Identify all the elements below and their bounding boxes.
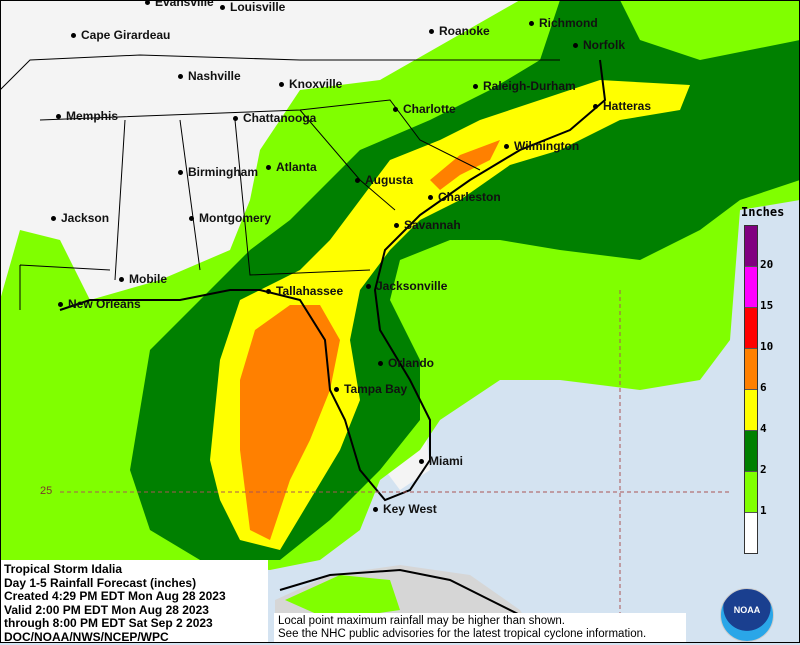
city-savannah: Savannah	[394, 219, 461, 231]
legend-tick-label: 20	[760, 258, 774, 271]
rain-1in-cuba	[285, 575, 400, 620]
city-charlotte: Charlotte	[393, 103, 456, 115]
disclaimer-note: Local point maximum rainfall may be high…	[274, 613, 686, 643]
city-orlando: Orlando	[378, 357, 434, 369]
city-birmingham: Birmingham	[178, 166, 258, 178]
created-time: Created 4:29 PM EDT Mon Aug 28 2023	[4, 589, 226, 604]
note-line-1: Local point maximum rainfall may be high…	[278, 615, 566, 627]
city-mobile: Mobile	[119, 273, 167, 285]
city-evansville: Evansville	[145, 0, 214, 8]
city-atlanta: Atlanta	[266, 161, 317, 173]
forecast-type: Day 1-5 Rainfall Forecast (inches)	[4, 575, 197, 590]
boundaries	[0, 54, 730, 643]
legend-swatch	[745, 267, 757, 308]
city-montgomery: Montgomery	[189, 212, 271, 224]
legend-tick-label: 10	[760, 340, 774, 353]
city-chattanooga: Chattanooga	[233, 112, 316, 124]
legend-bar	[744, 225, 758, 554]
city-norfolk: Norfolk	[573, 39, 625, 51]
valid-start: Valid 2:00 PM EDT Mon Aug 28 2023	[4, 602, 209, 617]
valid-end: through 8:00 PM EDT Sat Sep 2 2023	[4, 616, 213, 631]
city-nashville: Nashville	[178, 70, 241, 82]
city-augusta: Augusta	[355, 174, 413, 186]
legend-title: Inches	[741, 205, 785, 219]
city-roanoke: Roanoke	[429, 25, 490, 37]
city-jackson: Jackson	[51, 212, 109, 224]
legend-tick-label: 2	[760, 463, 767, 476]
legend-swatch	[745, 349, 757, 390]
legend-tick-label: 15	[760, 299, 774, 312]
city-knoxville: Knoxville	[279, 78, 342, 90]
city-charleston: Charleston	[428, 191, 501, 203]
legend-swatch	[745, 308, 757, 349]
city-louisville: Louisville	[220, 1, 285, 13]
city-jacksonville: Jacksonville	[366, 280, 447, 292]
rainfall-legend: Inches 20 15 10 6 4 2 1	[736, 205, 800, 554]
storm-name: Tropical Storm Idalia	[4, 562, 123, 576]
legend-swatch	[745, 390, 757, 431]
city-richmond: Richmond	[529, 17, 598, 29]
rain-6in-carolina	[430, 140, 500, 190]
note-line-2: See the NHC public advisories for the la…	[278, 628, 647, 640]
legend-tick-label: 6	[760, 381, 767, 394]
city-tampa-bay: Tampa Bay	[334, 383, 407, 395]
legend-swatch	[745, 431, 757, 472]
legend-swatch	[745, 472, 757, 513]
city-hatteras: Hatteras	[593, 100, 651, 112]
noaa-logo-text: NOAA	[733, 605, 761, 615]
agency: DOC/NOAA/NWS/NCEP/WPC	[4, 629, 169, 644]
rain-4in	[210, 80, 690, 550]
legend-tick-label: 4	[760, 422, 767, 435]
legend-swatch	[745, 226, 757, 267]
city-new-orleans: New Orleans	[58, 298, 141, 310]
title-block: Tropical Storm Idalia Day 1-5 Rainfall F…	[0, 560, 268, 644]
city-tallahassee: Tallahassee	[266, 285, 343, 297]
city-memphis: Memphis	[56, 110, 118, 122]
noaa-logo: NOAA	[720, 588, 774, 642]
city-key-west: Key West	[373, 503, 437, 515]
city-cape-girardeau: Cape Girardeau	[71, 29, 170, 41]
latitude-label: 25	[40, 485, 53, 497]
city-raleigh-durham: Raleigh-Durham	[473, 80, 576, 92]
city-miami: Miami	[419, 455, 463, 467]
legend-swatch	[745, 513, 757, 553]
rain-6in	[240, 305, 340, 540]
city-wilmington: Wilmington	[504, 140, 579, 152]
legend-tick-label: 1	[760, 504, 767, 517]
